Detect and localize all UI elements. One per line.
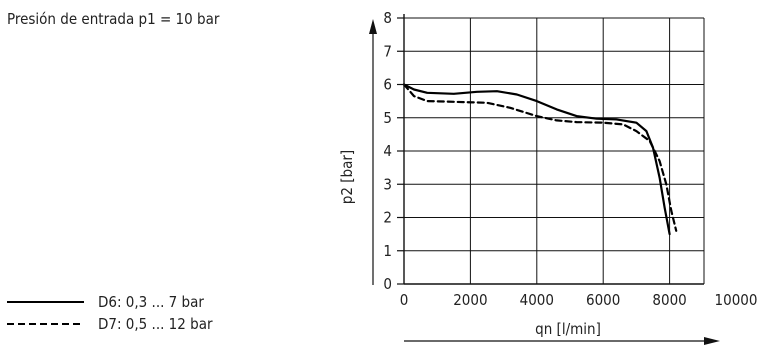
y-tick-label: 8 xyxy=(383,9,392,27)
x-tick-label: 2000 xyxy=(453,291,487,309)
legend-label-2: D7: 0,5 ... 12 bar xyxy=(98,315,213,333)
chart-series xyxy=(402,83,678,236)
x-tick-label: 0 xyxy=(400,291,409,309)
y-axis-label: p2 [bar] xyxy=(338,150,356,204)
chart-grid xyxy=(404,17,705,284)
x-axis-arrowhead xyxy=(704,337,720,345)
x-tick-label: 4000 xyxy=(520,291,554,309)
legend-label-1: D6: 0,3 ... 7 bar xyxy=(98,293,204,311)
inlet-pressure-note: Presión de entrada p1 = 10 bar xyxy=(7,10,220,28)
y-tick-label: 1 xyxy=(383,242,392,260)
series-line-1 xyxy=(402,83,671,236)
series-line-2 xyxy=(402,83,678,232)
chart-axes: p2 [bar] qn [l/min] xyxy=(338,14,720,345)
y-tick-label: 7 xyxy=(383,42,392,60)
chart-ticks: 0 1 2 3 4 5 6 7 8 0 2000 4000 6000 8000 10000 xyxy=(383,9,757,309)
x-tick-label: 6000 xyxy=(586,291,620,309)
x-tick-label: 10000 xyxy=(715,291,758,309)
y-tick-label: 2 xyxy=(383,209,392,227)
x-axis-label: qn [l/min] xyxy=(535,320,601,338)
chart-legend: D6: 0,3 ... 7 bar D7: 0,5 ... 12 bar xyxy=(7,293,213,333)
y-tick-label: 3 xyxy=(383,175,392,193)
y-tick-label: 5 xyxy=(383,109,392,127)
y-tick-label: 4 xyxy=(383,142,392,160)
y-tick-label: 0 xyxy=(383,275,392,293)
y-tick-label: 6 xyxy=(383,76,392,94)
y-axis-arrowhead xyxy=(369,19,377,34)
x-tick-label: 8000 xyxy=(652,291,686,309)
